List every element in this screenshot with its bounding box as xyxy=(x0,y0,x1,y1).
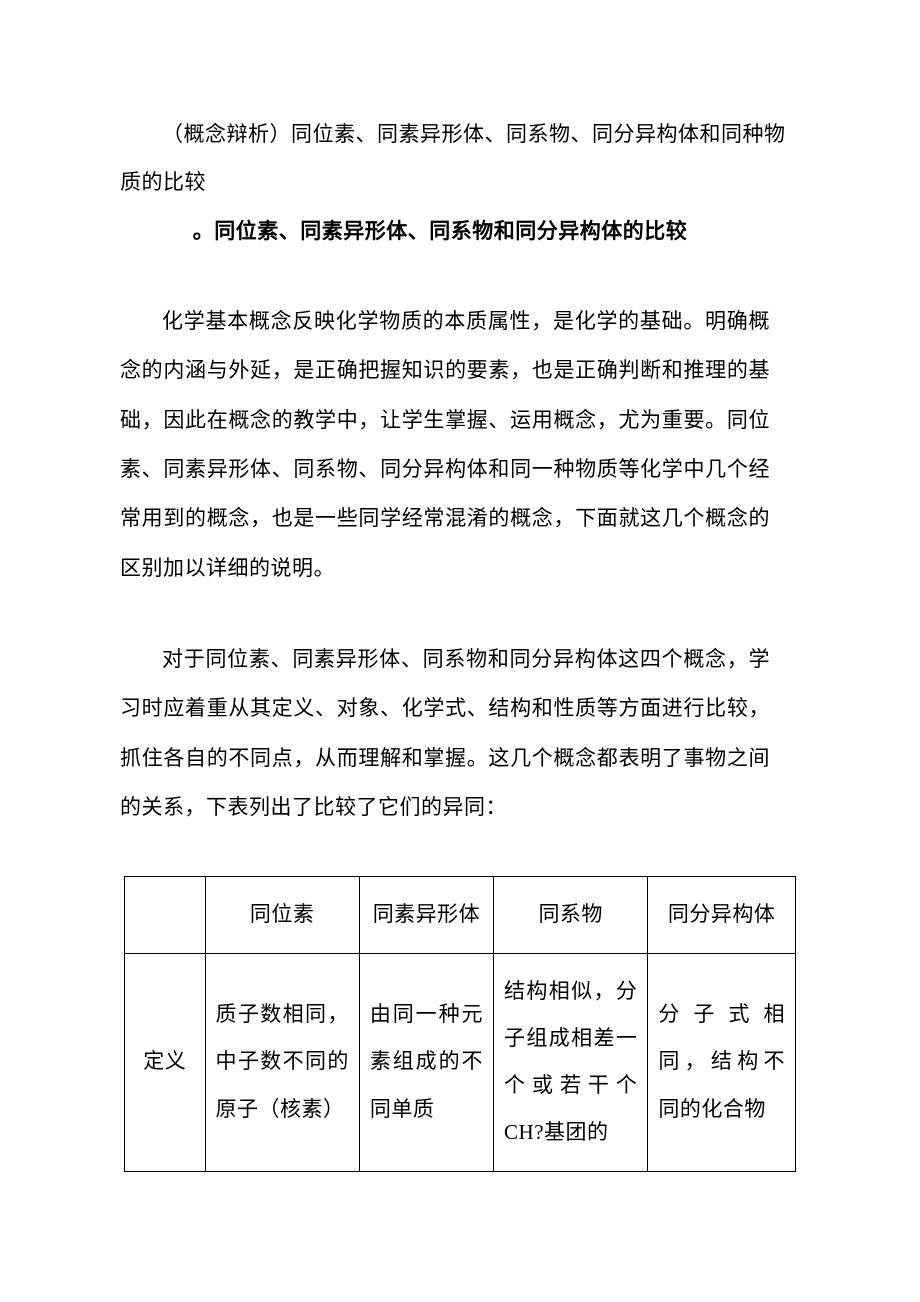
table-header-allotrope: 同素异形体 xyxy=(359,877,493,953)
table-header-homolog: 同系物 xyxy=(494,877,648,953)
cell-row-label: 定义 xyxy=(125,953,206,1171)
cell-isotope-def: 质子数相同，中子数不同的原子（核素） xyxy=(205,953,359,1171)
cell-homolog-def: 结构相似，分子组成相差一个或若干个CH?基团的 xyxy=(494,953,648,1171)
table-header-isomer: 同分异构体 xyxy=(648,877,796,953)
table-header-isotope: 同位素 xyxy=(205,877,359,953)
comparison-table-container: 同位素 同素异形体 同系物 同分异构体 定义 质子数相同，中子数不同的原子（核素… xyxy=(120,876,800,1171)
table-header-row: 同位素 同素异形体 同系物 同分异构体 xyxy=(125,877,796,953)
cell-allotrope-def: 由同一种元素组成的不同单质 xyxy=(359,953,493,1171)
paragraph-1: 化学基本概念反映化学物质的本质属性，是化学的基础。明确概念的内涵与外延，是正确把… xyxy=(120,297,800,593)
table-header-blank xyxy=(125,877,206,953)
comparison-table: 同位素 同素异形体 同系物 同分异构体 定义 质子数相同，中子数不同的原子（核素… xyxy=(124,876,796,1171)
paragraph-2: 对于同位素、同素异形体、同系物和同分异构体这四个概念，学习时应着重从其定义、对象… xyxy=(120,635,800,832)
document-header-line: （概念辩析）同位素、同素异形体、同系物、同分异构体和同种物质的比较 xyxy=(120,110,800,207)
cell-isomer-def: 分子式相同，结构不同的化合物 xyxy=(648,953,796,1171)
document-subtitle: 。同位素、同素异形体、同系物和同分异构体的比较 xyxy=(80,207,800,255)
table-row: 定义 质子数相同，中子数不同的原子（核素） 由同一种元素组成的不同单质 结构相似… xyxy=(125,953,796,1171)
